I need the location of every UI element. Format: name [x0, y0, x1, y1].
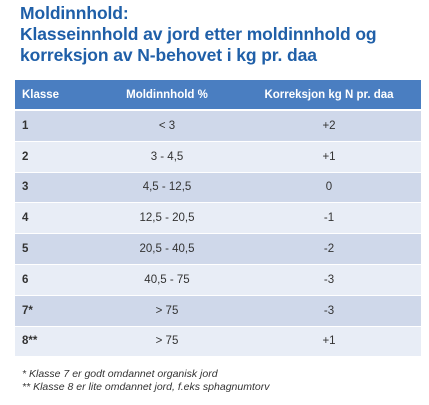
page-title: Moldinnhold: Klasseinnhold av jord etter… — [20, 3, 425, 66]
cell-moldinnhold: 20,5 - 40,5 — [97, 233, 237, 265]
title-line-2: Klasseinnhold av jord etter moldinnhold … — [20, 24, 377, 44]
title-line-1: Moldinnhold: — [20, 3, 129, 23]
cell-moldinnhold: > 75 — [97, 295, 237, 327]
cell-klasse: 7* — [15, 295, 97, 327]
cell-moldinnhold: 12,5 - 20,5 — [97, 202, 237, 235]
footnote-1: * Klasse 7 er godt omdannet organisk jor… — [22, 368, 218, 380]
cell-klasse: 8** — [15, 326, 97, 358]
cell-moldinnhold: 40,5 - 75 — [97, 264, 237, 296]
cell-moldinnhold: 4,5 - 12,5 — [97, 172, 237, 204]
cell-klasse: 1 — [15, 110, 97, 142]
cell-korreksjon: +1 — [237, 141, 421, 173]
cell-korreksjon: -3 — [237, 295, 421, 327]
data-table: Klasse Moldinnhold % Korreksjon kg N pr.… — [15, 80, 421, 358]
cell-korreksjon: +2 — [237, 110, 421, 142]
cell-klasse: 3 — [15, 172, 97, 204]
cell-korreksjon: -2 — [237, 233, 421, 265]
cell-klasse: 4 — [15, 202, 97, 235]
cell-moldinnhold: < 3 — [97, 110, 237, 142]
table-header-row: Klasse Moldinnhold % Korreksjon kg N pr.… — [15, 80, 421, 111]
cell-korreksjon: -1 — [237, 202, 421, 235]
table-row: 7* > 75 -3 — [15, 295, 421, 327]
cell-klasse: 5 — [15, 233, 97, 265]
table-row: 5 20,5 - 40,5 -2 — [15, 233, 421, 265]
cell-klasse: 2 — [15, 141, 97, 173]
cell-korreksjon: 0 — [237, 172, 421, 204]
footnotes: * Klasse 7 er godt omdannet organisk jor… — [22, 368, 269, 393]
cell-moldinnhold: > 75 — [97, 326, 237, 358]
table-row: 6 40,5 - 75 -3 — [15, 264, 421, 296]
table-row: 1 < 3 +2 — [15, 110, 421, 142]
cell-korreksjon: +1 — [237, 326, 421, 358]
cell-klasse: 6 — [15, 264, 97, 296]
table-row: 2 3 - 4,5 +1 — [15, 141, 421, 173]
title-line-3: korreksjon av N-behovet i kg pr. daa — [20, 45, 317, 65]
footnote-2: ** Klasse 8 er lite omdannet jord, f.eks… — [22, 380, 270, 393]
column-header-klasse: Klasse — [15, 80, 97, 111]
cell-moldinnhold: 3 - 4,5 — [97, 141, 237, 173]
cell-korreksjon: -3 — [237, 264, 421, 296]
table-row: 3 4,5 - 12,5 0 — [15, 172, 421, 204]
column-header-moldinnhold: Moldinnhold % — [97, 80, 237, 111]
table-row: 4 12,5 - 20,5 -1 — [15, 202, 421, 235]
column-header-korreksjon: Korreksjon kg N pr. daa — [237, 80, 421, 111]
table-row: 8** > 75 +1 — [15, 326, 421, 358]
